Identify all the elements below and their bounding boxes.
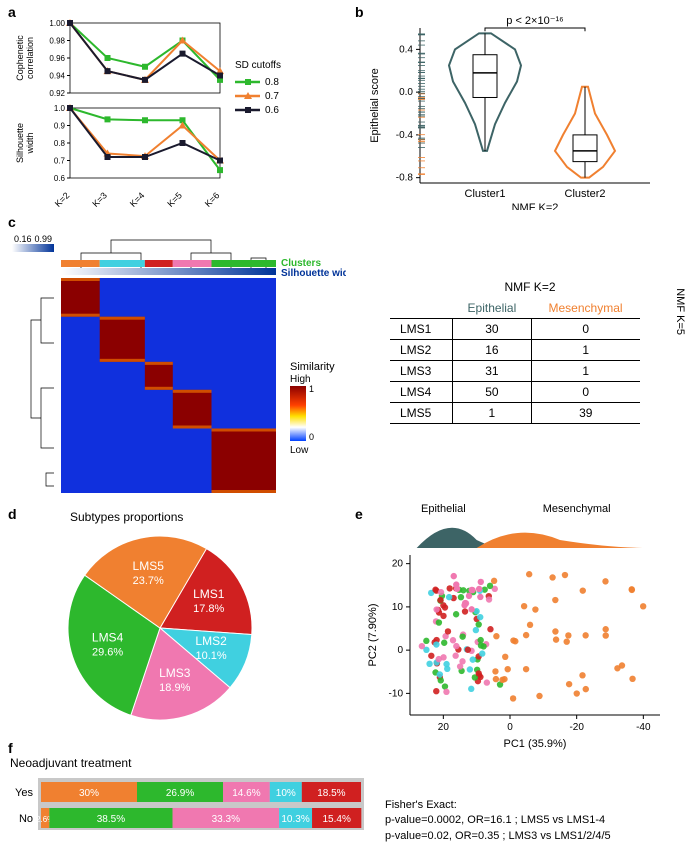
svg-text:0.94: 0.94 <box>49 72 65 81</box>
svg-text:1.00: 1.00 <box>49 19 65 28</box>
svg-text:0.7: 0.7 <box>54 157 66 166</box>
similarity-heatmap: 0.160.99ClustersSilhouette widthSimilari… <box>6 218 346 508</box>
svg-text:20: 20 <box>438 722 450 733</box>
svg-text:0.4: 0.4 <box>399 44 413 55</box>
cophenetic-silhouette-chart: 0.92 0.94 0.96 0.98 1.00 Copheneticcorrelatio… <box>10 8 345 208</box>
svg-text:Epithelial score: Epithelial score <box>369 68 381 143</box>
svg-text:Epithelial: Epithelial <box>421 503 466 515</box>
svg-text:LMS1: LMS1 <box>193 587 225 601</box>
svg-text:PC2 (7.90%): PC2 (7.90%) <box>367 604 379 667</box>
svg-text:Low: Low <box>290 445 309 456</box>
svg-text:0.9: 0.9 <box>54 122 66 131</box>
svg-text:0.16: 0.16 <box>14 234 32 244</box>
svg-text:29.6%: 29.6% <box>92 646 123 658</box>
svg-text:0.99: 0.99 <box>34 234 52 244</box>
svg-text:0.92: 0.92 <box>49 89 65 98</box>
neoadjuvant-title: Neoadjuvant treatment <box>10 756 131 770</box>
svg-text:K=3: K=3 <box>90 190 109 208</box>
svg-text:23.7%: 23.7% <box>133 575 164 587</box>
svg-text:10.3%: 10.3% <box>281 814 309 825</box>
svg-text:38.5%: 38.5% <box>97 814 125 825</box>
svg-text:PC1 (35.9%): PC1 (35.9%) <box>504 738 567 750</box>
svg-text:18.5%: 18.5% <box>317 788 345 799</box>
svg-text:p < 2×10⁻¹⁶: p < 2×10⁻¹⁶ <box>506 15 563 27</box>
violin-chart: -0.8 -0.4 0.0 0.4 Epithelial score p < 2×10⁻¹… <box>360 8 680 210</box>
svg-text:20: 20 <box>392 559 404 570</box>
svg-text:correlation: correlation <box>25 37 35 79</box>
svg-text:K=4: K=4 <box>128 190 147 208</box>
svg-text:No: No <box>19 813 33 825</box>
fisher-exact-block: Fisher's Exact: p-value=0.0002, OR=16.1 … <box>385 798 611 844</box>
svg-text:Cophenetic: Cophenetic <box>15 35 25 81</box>
pie-chart: LMS1 17.8% LMS2 10.1% LMS3 18.9% LMS4 29.6% LMS5… <box>20 528 300 738</box>
svg-text:Silhouette: Silhouette <box>15 123 25 163</box>
svg-text:-0.4: -0.4 <box>396 130 414 141</box>
svg-text:0.6: 0.6 <box>265 105 279 116</box>
svg-text:0.98: 0.98 <box>49 37 65 46</box>
svg-text:30%: 30% <box>79 788 99 799</box>
svg-text:0.6: 0.6 <box>54 174 66 183</box>
svg-text:Silhouette width: Silhouette width <box>281 268 346 279</box>
svg-text:Cluster2: Cluster2 <box>565 188 606 200</box>
svg-text:0.8: 0.8 <box>54 139 66 148</box>
nmf-table: NMF K=2EpithelialMesenchymalLMS1300LMS21… <box>390 280 670 424</box>
svg-text:Yes: Yes <box>15 787 33 799</box>
svg-text:0: 0 <box>309 432 314 442</box>
svg-text:K=5: K=5 <box>165 190 184 208</box>
svg-text:0.8: 0.8 <box>265 77 279 88</box>
svg-text:LMS3: LMS3 <box>159 666 191 680</box>
svg-text:26.9%: 26.9% <box>166 788 194 799</box>
svg-text:0.7: 0.7 <box>265 91 279 102</box>
fisher-title: Fisher's Exact: <box>385 798 611 813</box>
svg-text:LMS4: LMS4 <box>92 630 124 644</box>
svg-text:1: 1 <box>309 384 314 394</box>
svg-text:15.4%: 15.4% <box>323 814 351 825</box>
svg-text:-10: -10 <box>389 688 404 699</box>
svg-text:LMS2: LMS2 <box>195 634 227 648</box>
fisher-line-1: p-value=0.0002, OR=16.1 ; LMS5 vs LMS1-4 <box>385 813 611 828</box>
svg-text:0.0: 0.0 <box>399 87 413 98</box>
svg-text:NMF K=2: NMF K=2 <box>512 202 559 210</box>
svg-text:0: 0 <box>507 722 513 733</box>
panel-label-f: f <box>8 740 13 756</box>
panel-label-d: d <box>8 506 17 522</box>
svg-text:18.9%: 18.9% <box>159 682 190 694</box>
svg-text:33.3%: 33.3% <box>212 814 240 825</box>
svg-text:1.0: 1.0 <box>54 104 66 113</box>
svg-text:-0.8: -0.8 <box>396 173 414 184</box>
svg-text:10%: 10% <box>276 788 296 799</box>
svg-text:0.96: 0.96 <box>49 54 65 63</box>
svg-text:-40: -40 <box>636 722 651 733</box>
svg-text:14.6%: 14.6% <box>232 788 260 799</box>
svg-text:SD cutoffs: SD cutoffs <box>235 60 281 71</box>
stacked-bar-chart: Yes30%26.9%14.6%10%18.5%No2.6%38.5%33.3%… <box>6 774 376 844</box>
svg-text:17.8%: 17.8% <box>193 603 224 615</box>
svg-text:K=2: K=2 <box>53 190 72 208</box>
svg-text:width: width <box>25 132 35 154</box>
svg-text:0: 0 <box>397 645 403 656</box>
svg-text:LMS5: LMS5 <box>133 559 165 573</box>
pca-scatter: Epithelial Mesenchymal 20 0 -20 -40 -10 0 10 20 PC… <box>360 500 680 760</box>
svg-text:Similarity: Similarity <box>290 361 335 373</box>
svg-text:K=6: K=6 <box>203 190 222 208</box>
svg-text:High: High <box>290 374 311 385</box>
svg-text:Cluster1: Cluster1 <box>465 188 506 200</box>
fisher-line-2: p-value=0.02, OR=0.35 ; LMS3 vs LMS1/2/4… <box>385 829 611 844</box>
svg-text:Mesenchymal: Mesenchymal <box>543 503 611 515</box>
svg-text:-20: -20 <box>569 722 584 733</box>
svg-text:10: 10 <box>392 602 404 613</box>
svg-text:10.1%: 10.1% <box>195 650 226 662</box>
pie-title: Subtypes proportions <box>70 510 183 524</box>
